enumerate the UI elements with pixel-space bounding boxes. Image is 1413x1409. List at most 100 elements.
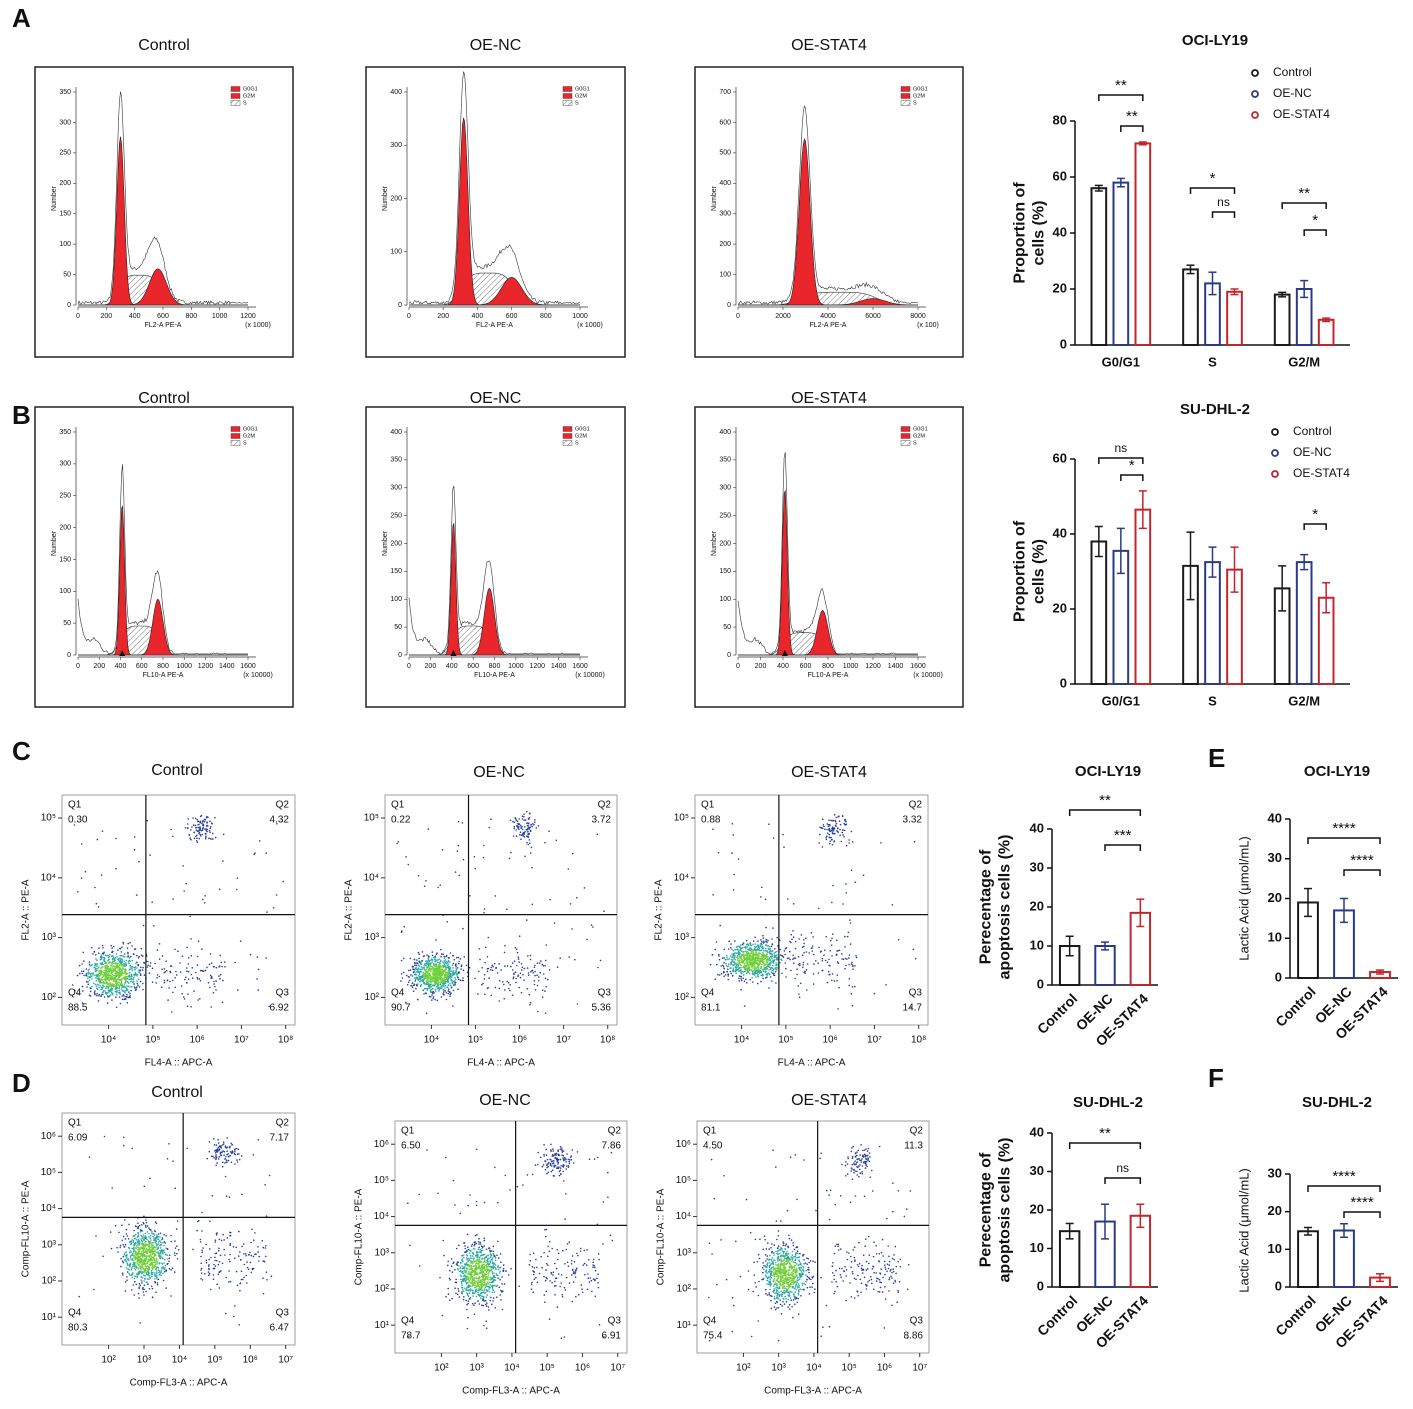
x-tick-label: 400: [777, 663, 789, 670]
event-dot: [176, 1252, 178, 1255]
event-dot: [100, 988, 103, 991]
y-tick-label: 0: [67, 302, 71, 309]
event-dot: [459, 979, 462, 982]
y-tick-label: 100: [719, 271, 731, 278]
event-dot: [250, 1271, 252, 1274]
event-dot: [519, 831, 522, 833]
event-dot: [208, 1274, 210, 1276]
event-dot: [429, 991, 432, 993]
event-dot: [96, 975, 98, 977]
event-dot: [160, 986, 163, 989]
event-dot: [548, 969, 551, 971]
event-dot: [98, 993, 101, 996]
event-dot: [534, 821, 536, 823]
histogram-outline: [737, 452, 918, 655]
event-dot: [851, 1004, 854, 1007]
event-dot: [154, 962, 156, 965]
event-dot: [200, 829, 203, 832]
event-dot: [237, 1255, 240, 1257]
x-tick-label: 400: [129, 313, 141, 320]
event-dot: [794, 957, 797, 959]
event-dot: [110, 1247, 113, 1250]
event-dot: [144, 1278, 146, 1280]
event-dot: [761, 968, 764, 971]
event-dot: [132, 1272, 134, 1274]
event-dot: [145, 1221, 148, 1224]
event-dot: [122, 1255, 125, 1258]
event-dot: [763, 968, 765, 970]
event-dot: [196, 964, 199, 966]
event-dot: [98, 947, 100, 949]
event-dot: [105, 972, 107, 975]
x-tick-label: 1000: [508, 663, 524, 670]
event-dot: [254, 1232, 256, 1234]
event-dot: [241, 1193, 243, 1196]
event-dot: [842, 903, 844, 905]
event-dot: [432, 987, 434, 990]
event-dot: [848, 963, 850, 966]
event-dot: [458, 978, 460, 981]
event-dot: [803, 945, 805, 948]
event-dot: [744, 958, 746, 960]
event-dot: [149, 1253, 152, 1256]
event-dot: [501, 1276, 503, 1278]
event-dot: [527, 830, 529, 833]
event-dot: [149, 1277, 151, 1279]
event-dot: [471, 1302, 474, 1305]
event-dot: [204, 895, 206, 897]
event-dot: [243, 1243, 245, 1245]
histogram-frame: [694, 66, 964, 358]
event-dot: [524, 830, 526, 833]
event-dot: [222, 833, 225, 836]
event-dot: [741, 954, 743, 956]
event-dot: [774, 955, 777, 958]
event-dot: [214, 1256, 216, 1259]
event-dot: [431, 967, 434, 969]
event-dot: [131, 1273, 134, 1276]
event-dot: [270, 1275, 273, 1277]
event-dot: [231, 1144, 233, 1146]
event-dot: [517, 958, 520, 960]
event-dot: [143, 1288, 145, 1291]
event-dot: [459, 1274, 462, 1276]
event-dot: [126, 1001, 129, 1004]
event-dot: [262, 1277, 264, 1279]
event-dot: [90, 964, 93, 967]
event-dot: [755, 954, 757, 957]
event-dot: [467, 1300, 470, 1302]
event-dot: [442, 961, 444, 963]
event-dot: [113, 960, 115, 963]
event-dot: [423, 977, 426, 979]
event-dot: [725, 958, 727, 961]
event-dot: [129, 1274, 131, 1276]
event-dot: [761, 960, 763, 963]
event-dot: [534, 974, 536, 977]
event-dot: [913, 840, 916, 843]
quadrant-value: 0.88: [701, 815, 721, 826]
event-dot: [836, 974, 839, 976]
event-dot: [545, 1262, 548, 1265]
event-dot: [130, 980, 132, 983]
event-dot: [416, 983, 419, 985]
event-dot: [541, 963, 544, 966]
event-dot: [111, 985, 113, 988]
y-axis-label: Comp-FL10-A :: PE-A: [21, 1180, 32, 1277]
event-dot: [111, 963, 113, 965]
event-dot: [218, 1271, 221, 1273]
event-dot: [110, 983, 113, 986]
axis-scale: (x 10000): [575, 672, 605, 679]
event-dot: [768, 966, 771, 968]
event-dot: [522, 835, 525, 837]
event-dot: [87, 981, 89, 983]
legend-label: S: [243, 440, 247, 446]
event-dot: [792, 954, 794, 957]
event-dot: [880, 842, 882, 844]
event-dot: [749, 958, 751, 960]
event-dot: [775, 958, 777, 961]
event-dot: [441, 980, 444, 982]
x-tick-label: 200: [437, 313, 449, 320]
event-dot: [537, 825, 540, 827]
event-dot: [87, 977, 89, 980]
event-dot: [129, 960, 132, 962]
event-dot: [516, 964, 518, 967]
